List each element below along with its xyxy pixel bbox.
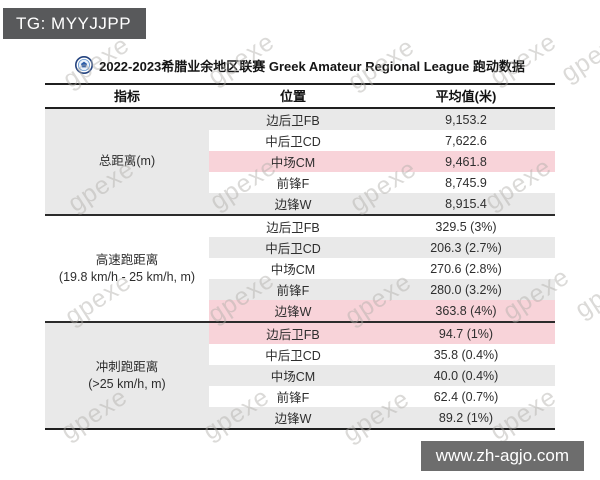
metric-cell-high-speed: 高速跑距离 (19.8 km/h - 25 km/h, m) bbox=[45, 214, 209, 322]
metric-cell-sprint: 冲刺跑距离 (>25 km/h, m) bbox=[45, 321, 209, 429]
position-cell: 前锋F bbox=[276, 391, 310, 405]
stats-table: 指标 位置 平均值(米) 总距离(m) 边后卫FB 9,153.2 中后卫CD … bbox=[45, 83, 555, 430]
site-url-badge: www.zh-agjo.com bbox=[420, 441, 584, 471]
table-row: 总距离(m) 边后卫FB 9,153.2 bbox=[45, 108, 555, 215]
position-cell: 边锋W bbox=[274, 198, 312, 212]
report-title: 2022-2023希腊业余地区联赛 Greek Amateur Regional… bbox=[99, 58, 525, 74]
metric-label: 总距离(m) bbox=[98, 154, 156, 169]
value-cell: 8,745.9 bbox=[445, 175, 487, 190]
table-header-row: 指标 位置 平均值(米) bbox=[45, 84, 555, 109]
value-cell: 94.7 (1%) bbox=[377, 321, 555, 344]
watermark-text: gpexe bbox=[556, 24, 600, 88]
report-title-row: 2022-2023希腊业余地区联赛 Greek Amateur Regional… bbox=[45, 54, 555, 76]
league-crest-icon bbox=[75, 56, 94, 74]
col-header-position: 位置 bbox=[209, 84, 377, 109]
metric-sublabel: (19.8 km/h - 25 km/h, m) bbox=[58, 269, 196, 284]
position-cell: 边锋W bbox=[274, 412, 312, 426]
value-cell: 206.3 (2.7%) bbox=[430, 240, 502, 255]
group-sprint-distance: 冲刺跑距离 (>25 km/h, m) 边后卫FB 94.7 (1%) 中后卫C… bbox=[45, 321, 555, 429]
watermark-text: gpexe bbox=[570, 260, 600, 324]
value-cell: 363.8 (4%) bbox=[435, 303, 497, 318]
value-cell: 9,153.2 bbox=[445, 112, 487, 127]
value-cell: 9,461.8 bbox=[445, 154, 487, 169]
position-cell: 中后卫CD bbox=[265, 242, 321, 256]
value-cell: 280.0 (3.2%) bbox=[430, 282, 502, 297]
position-cell: 边后卫FB bbox=[266, 114, 320, 128]
value-cell: 329.5 (3%) bbox=[377, 214, 555, 237]
position-cell: 中场CM bbox=[270, 370, 316, 384]
metric-label: 高速跑距离 bbox=[95, 252, 159, 267]
tg-watermark-badge: TG: MYYJJPP bbox=[3, 8, 147, 39]
table-row: 冲刺跑距离 (>25 km/h, m) 边后卫FB 94.7 (1%) bbox=[45, 321, 555, 429]
position-cell: 中场CM bbox=[270, 263, 316, 277]
col-header-metric: 指标 bbox=[45, 84, 209, 109]
position-cell: 中后卫CD bbox=[265, 135, 321, 149]
value-cell: 62.4 (0.7%) bbox=[433, 389, 499, 404]
metric-cell-total-distance: 总距离(m) bbox=[45, 108, 209, 215]
value-cell: 35.8 (0.4%) bbox=[433, 347, 499, 362]
col-header-average: 平均值(米) bbox=[377, 84, 555, 109]
position-cell: 中场CM bbox=[270, 156, 316, 170]
value-cell: 89.2 (1%) bbox=[438, 410, 494, 425]
value-cell: 8,915.4 bbox=[445, 196, 487, 211]
position-cell: 前锋F bbox=[276, 177, 310, 191]
value-cell: 7,622.6 bbox=[445, 133, 487, 148]
position-cell: 边后卫FB bbox=[209, 214, 377, 237]
position-cell: 前锋F bbox=[276, 284, 310, 298]
group-high-speed-distance: 高速跑距离 (19.8 km/h - 25 km/h, m) 边后卫FB 329… bbox=[45, 214, 555, 322]
position-cell: 边后卫FB bbox=[209, 321, 377, 344]
table-row: 高速跑距离 (19.8 km/h - 25 km/h, m) 边后卫FB 329… bbox=[45, 214, 555, 322]
value-cell: 40.0 (0.4%) bbox=[433, 368, 499, 383]
group-total-distance: 总距离(m) 边后卫FB 9,153.2 中后卫CD 7,622.6 中场CM … bbox=[45, 108, 555, 215]
report-sheet: 2022-2023希腊业余地区联赛 Greek Amateur Regional… bbox=[45, 54, 555, 430]
metric-sublabel: (>25 km/h, m) bbox=[88, 376, 166, 391]
position-cell: 边锋W bbox=[274, 305, 312, 319]
value-cell: 270.6 (2.8%) bbox=[430, 261, 502, 276]
metric-label: 冲刺跑距离 bbox=[95, 359, 159, 374]
position-cell: 中后卫CD bbox=[265, 349, 321, 363]
